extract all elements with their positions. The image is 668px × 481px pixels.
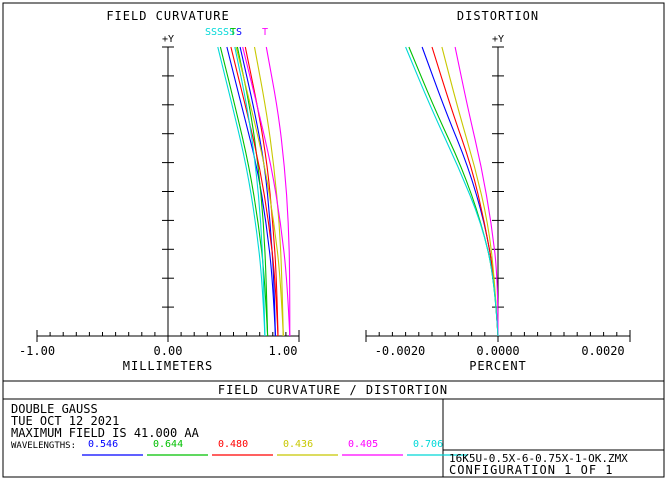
distortion-x-label: PERCENT bbox=[469, 359, 527, 373]
field-curvature-axes bbox=[36, 46, 300, 342]
fc-curve-label-t: T bbox=[230, 27, 236, 38]
dist-series-line bbox=[431, 46, 499, 337]
fc-tick-label: -1.00 bbox=[19, 344, 55, 358]
wavelength-label: 0.405 bbox=[348, 439, 378, 450]
footer-date: TUE OCT 12 2021 bbox=[11, 414, 119, 428]
footer-wavelengths-label: WAVELENGTHS: bbox=[11, 441, 76, 451]
dist-tick-label: 0.0020 bbox=[581, 344, 624, 358]
footer-filename: 16K5U-0.5X-6-0.75X-1-OK.ZMX bbox=[449, 452, 628, 465]
wavelength-label: 0.436 bbox=[283, 439, 313, 450]
wavelength-label: 0.706 bbox=[413, 439, 443, 450]
fc-tick-label: 0.00 bbox=[154, 344, 183, 358]
field-curvature-curves bbox=[217, 46, 291, 337]
fc-series-line bbox=[239, 46, 276, 337]
field-curvature-x-label: MILLIMETERS bbox=[123, 359, 213, 373]
fc-series-line bbox=[265, 46, 291, 337]
dist-series-line bbox=[454, 46, 499, 337]
wavelength-legend: 0.546 0.644 0.480 0.436 0.405 0.706 bbox=[82, 439, 468, 456]
field-curvature-title: FIELD CURVATURE bbox=[106, 9, 229, 23]
field-curvature-y-label: +Y bbox=[162, 34, 174, 45]
distortion-title: DISTORTION bbox=[457, 9, 539, 23]
footer-max-field: MAXIMUM FIELD IS 41.000 AA bbox=[11, 426, 200, 440]
fc-curve-label-s: SSSSS bbox=[205, 27, 235, 38]
fc-series-line bbox=[226, 46, 276, 337]
fc-series-line bbox=[219, 46, 269, 337]
fc-curve-label-t2: T bbox=[262, 27, 268, 38]
wavelength-label: 0.546 bbox=[88, 439, 118, 450]
fc-series-line bbox=[253, 46, 284, 337]
fc-series-line bbox=[242, 46, 291, 337]
wavelength-label: 0.480 bbox=[218, 439, 248, 450]
dist-series-line bbox=[441, 46, 499, 337]
footer-title: DOUBLE GAUSS bbox=[11, 402, 98, 416]
wavelength-label: 0.644 bbox=[153, 439, 183, 450]
dist-tick-label: 0.0000 bbox=[476, 344, 519, 358]
footer-banner: FIELD CURVATURE / DISTORTION bbox=[218, 383, 448, 397]
fc-curve-label-s2: S bbox=[236, 27, 242, 38]
footer-configuration: CONFIGURATION 1 OF 1 bbox=[449, 463, 614, 477]
fc-series-line bbox=[236, 46, 269, 337]
dist-series-line bbox=[421, 46, 499, 337]
fc-tick-label: 1.00 bbox=[269, 344, 298, 358]
fc-series-line bbox=[235, 46, 284, 337]
fc-series-line bbox=[217, 46, 266, 337]
distortion-axes bbox=[365, 46, 631, 342]
dist-series-line bbox=[405, 46, 499, 337]
dist-tick-label: -0.0020 bbox=[375, 344, 426, 358]
distortion-y-label: +Y bbox=[492, 34, 504, 45]
fc-series-line bbox=[234, 46, 266, 337]
distortion-curves bbox=[405, 46, 499, 337]
fc-series-line bbox=[244, 46, 279, 337]
